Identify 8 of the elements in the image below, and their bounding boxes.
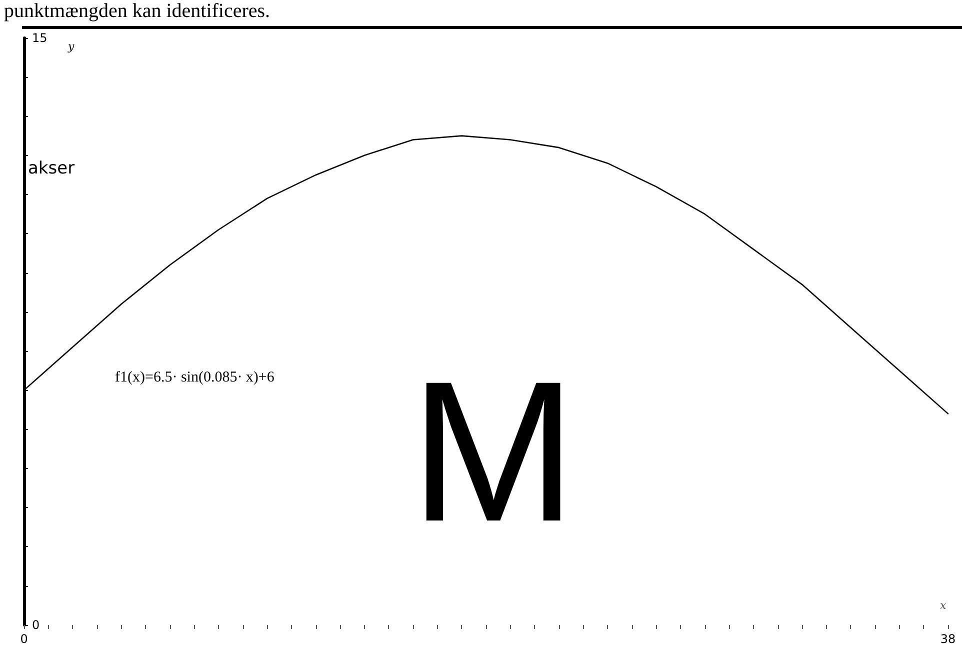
annotation: M [410,340,577,564]
x-axis-title: x [940,599,947,612]
y-axis-title: y [67,40,75,53]
annotation: f1(x)=6.5· sin(0.085· x)+6 [115,370,275,386]
y-tick-label: 15 [32,31,48,45]
annotation: akser [28,158,75,178]
x-tick-label: 38 [940,632,956,646]
text: punktmængden kan identificeres. [4,0,270,22]
